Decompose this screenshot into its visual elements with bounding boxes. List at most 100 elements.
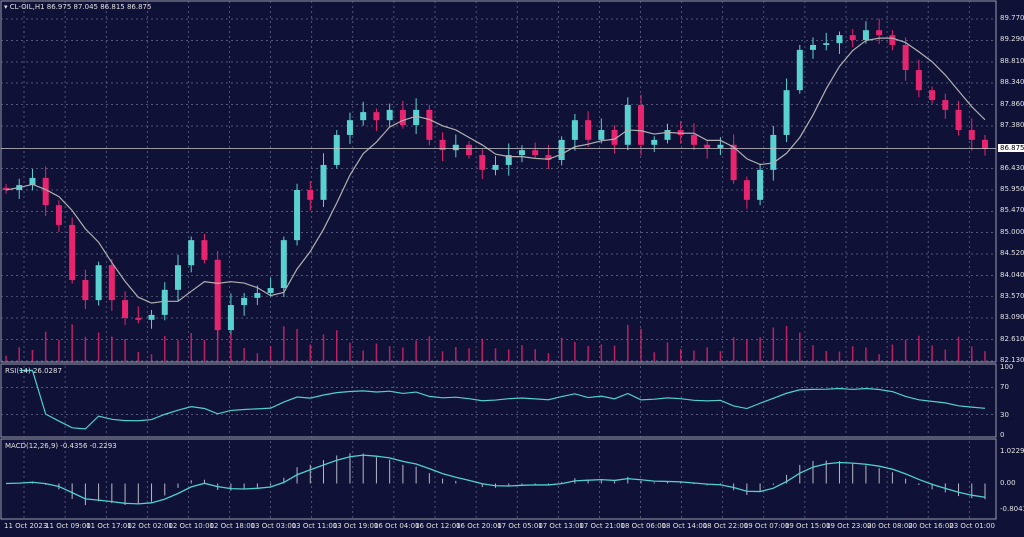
candle-body bbox=[677, 130, 684, 135]
candle-body bbox=[757, 169, 764, 200]
candle-body bbox=[3, 187, 9, 190]
price-tick-label: 84.520 bbox=[1000, 249, 1024, 257]
candle-body bbox=[280, 240, 287, 289]
candle-body bbox=[598, 130, 605, 140]
candle-body bbox=[492, 164, 499, 170]
collapse-triangle-icon[interactable]: ▾ bbox=[4, 3, 10, 11]
candle-body bbox=[638, 104, 645, 145]
candle-body bbox=[452, 144, 459, 151]
time-tick-label: 16 Oct 12:00 bbox=[415, 522, 461, 530]
price-tick-label: 87.380 bbox=[1000, 120, 1024, 129]
candle-body bbox=[704, 144, 711, 148]
time-tick-label: 11 Oct 09:00 bbox=[45, 522, 91, 530]
candle-body bbox=[188, 240, 195, 266]
macd-tick-label: 1.0229 bbox=[1000, 447, 1024, 455]
time-tick-label: 17 Oct 05:00 bbox=[497, 522, 543, 530]
time-tick-label: 18 Oct 22:00 bbox=[702, 522, 749, 530]
candle-body bbox=[95, 265, 102, 301]
price-tick-label: 82.610 bbox=[1000, 334, 1024, 343]
price-tick-label: 86.430 bbox=[1000, 163, 1024, 172]
candle-body bbox=[307, 190, 314, 200]
price-tick-label: 85.950 bbox=[1000, 185, 1024, 193]
macd-tick-label: -0.8043 bbox=[1000, 505, 1024, 513]
time-tick-label: 18 Oct 06:00 bbox=[620, 522, 667, 530]
candle-body bbox=[108, 265, 115, 301]
candle-body bbox=[968, 130, 975, 140]
time-tick-label: 16 Oct 04:00 bbox=[373, 522, 420, 530]
time-tick-label: 12 Oct 18:00 bbox=[209, 522, 256, 530]
candle-body bbox=[161, 289, 168, 315]
candle-body bbox=[439, 139, 446, 151]
candle-body bbox=[902, 44, 909, 71]
candle-body bbox=[201, 240, 208, 260]
candle-body bbox=[783, 90, 790, 135]
candle-body bbox=[413, 109, 420, 126]
candle-body bbox=[227, 305, 234, 331]
candle-body bbox=[571, 120, 578, 140]
candle-body bbox=[267, 288, 274, 293]
candle-body bbox=[836, 35, 843, 44]
candle-body bbox=[730, 144, 737, 181]
candle-body bbox=[29, 177, 36, 186]
candle-body bbox=[294, 190, 301, 241]
macd-label: MACD(12,26,9) -0.4356 -0.2293 bbox=[5, 442, 117, 450]
time-tick-label: 13 Oct 19:00 bbox=[332, 522, 379, 530]
time-tick-label: 20 Oct 16:00 bbox=[908, 522, 954, 530]
candle-body bbox=[399, 109, 406, 126]
candle-body bbox=[122, 300, 129, 319]
time-tick-label: 19 Oct 07:00 bbox=[743, 522, 790, 530]
price-tick-label: 89.770 bbox=[1000, 14, 1024, 22]
candle-body bbox=[664, 130, 671, 140]
price-tick-label: 88.340 bbox=[1000, 78, 1024, 86]
candle-body bbox=[558, 139, 565, 161]
time-tick-label: 13 Oct 11:00 bbox=[291, 522, 338, 530]
candle-body bbox=[333, 134, 340, 165]
time-tick-label: 17 Oct 13:00 bbox=[538, 522, 584, 530]
candle-body bbox=[532, 150, 539, 156]
candle-body bbox=[955, 109, 962, 131]
candle-body bbox=[876, 30, 883, 36]
time-tick-label: 19 Oct 15:00 bbox=[784, 522, 831, 530]
candle-body bbox=[770, 134, 777, 170]
candle-body bbox=[82, 279, 89, 301]
candle-body bbox=[505, 155, 512, 165]
candle-body bbox=[55, 205, 62, 225]
candle-body bbox=[545, 155, 552, 161]
candle-body bbox=[373, 112, 380, 121]
candle-body bbox=[624, 104, 631, 145]
candle-body bbox=[915, 70, 922, 91]
candle-body bbox=[174, 265, 181, 290]
price-tick-label: 88.810 bbox=[1000, 56, 1024, 65]
price-tick-label: 84.040 bbox=[1000, 270, 1024, 279]
price-tick-label: 83.570 bbox=[1000, 291, 1024, 300]
current-price-label: 86.875 bbox=[998, 143, 1024, 152]
time-tick-label: 11 Oct 2023 bbox=[4, 522, 48, 530]
candle-body bbox=[651, 139, 658, 145]
candle-body bbox=[942, 100, 949, 110]
time-tick-label: 11 Oct 17:00 bbox=[86, 522, 132, 530]
macd-signal-line bbox=[5, 454, 986, 505]
rsi-panel bbox=[0, 363, 997, 438]
candle-body bbox=[360, 112, 367, 121]
time-tick-label: 13 Oct 03:00 bbox=[250, 522, 297, 530]
candle-body bbox=[320, 164, 327, 200]
candle-body bbox=[743, 180, 750, 200]
candle-body bbox=[346, 120, 353, 135]
candle-body bbox=[386, 109, 393, 121]
time-tick-label: 19 Oct 23:00 bbox=[826, 522, 872, 530]
candle-body bbox=[214, 259, 221, 331]
time-tick-label: 12 Oct 02:00 bbox=[127, 522, 173, 530]
candle-body bbox=[796, 49, 803, 91]
candle-body bbox=[148, 314, 155, 320]
candle-body bbox=[135, 318, 142, 320]
candle-body bbox=[479, 155, 486, 170]
time-tick-label: 23 Oct 01:00 bbox=[949, 522, 995, 530]
time-tick-label: 20 Oct 08:00 bbox=[867, 522, 913, 530]
time-tick-label: 18 Oct 14:00 bbox=[661, 522, 708, 530]
candle-body bbox=[42, 177, 49, 206]
candle-body bbox=[849, 35, 856, 41]
candle-body bbox=[717, 144, 724, 148]
candle-body bbox=[426, 109, 433, 140]
price-tick-label: 85.000 bbox=[1000, 227, 1024, 236]
